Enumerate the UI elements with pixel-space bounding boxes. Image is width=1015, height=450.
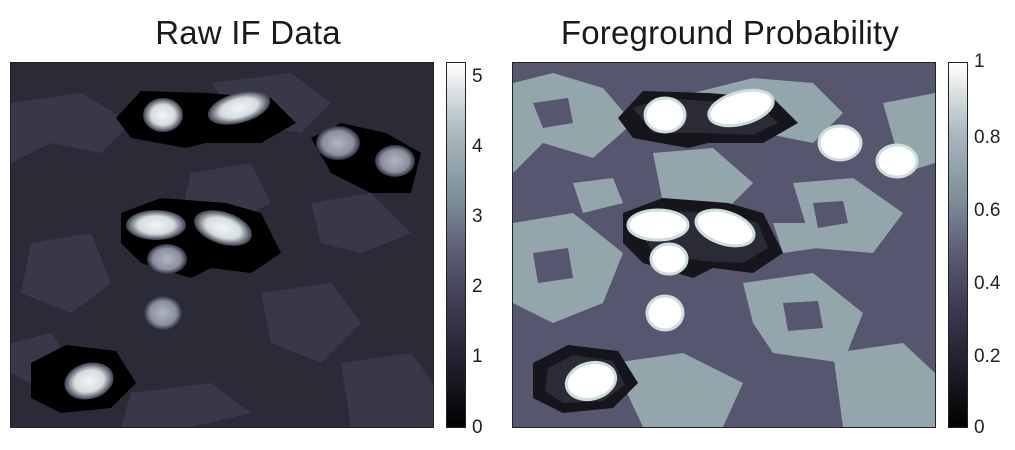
prob-tick-06: 0.6 xyxy=(974,200,1001,221)
prob-tick-0: 0 xyxy=(974,417,985,438)
raw-tick-1: 1 xyxy=(472,346,483,367)
raw-tick-2: 2 xyxy=(472,276,483,297)
foreground-probability-image xyxy=(512,62,936,428)
prob-tick-02: 0.2 xyxy=(974,346,1001,367)
raw-tick-5: 5 xyxy=(472,66,483,87)
prob-tick-04: 0.4 xyxy=(974,273,1001,294)
panel-title-raw: Raw IF Data xyxy=(155,14,341,51)
panel-title-probability: Foreground Probability xyxy=(560,14,900,51)
raw-if-image xyxy=(10,62,434,428)
prob-tick-1: 1 xyxy=(974,51,985,72)
prob-tick-08: 0.8 xyxy=(974,127,1001,148)
raw-tick-4: 4 xyxy=(472,136,483,157)
probability-colorbar xyxy=(948,62,968,428)
raw-colorbar xyxy=(446,62,466,428)
raw-tick-3: 3 xyxy=(472,206,483,227)
raw-tick-0: 0 xyxy=(472,417,483,438)
